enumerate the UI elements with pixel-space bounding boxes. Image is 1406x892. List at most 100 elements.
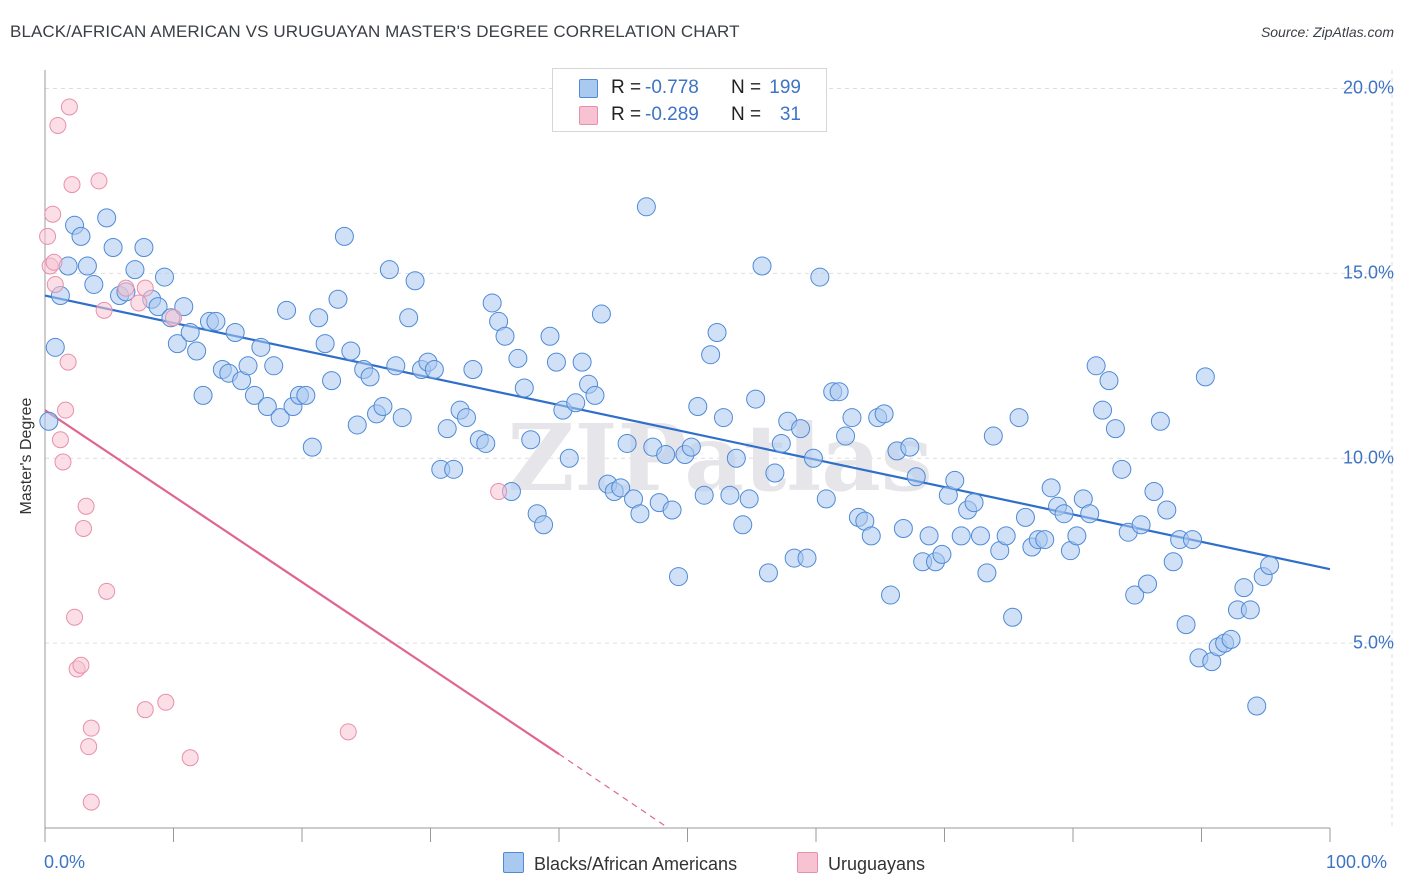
data-point-blacks <box>951 526 971 546</box>
data-point-blacks <box>187 341 207 361</box>
data-point-blacks <box>861 526 881 546</box>
data-point-blacks <box>264 356 284 376</box>
data-point-blacks <box>842 408 862 428</box>
data-point-blacks <box>797 548 817 568</box>
data-point-uruguayans <box>181 749 199 767</box>
data-point-blacks <box>456 408 476 428</box>
y-tick-label: 20.0% <box>1342 77 1394 98</box>
legend-n-value: 199 <box>769 77 801 98</box>
data-point-blacks <box>1150 411 1170 431</box>
bottom-legend-swatch-pink <box>797 852 818 873</box>
data-point-uruguayans <box>39 227 57 245</box>
data-point-blacks <box>964 493 984 513</box>
data-point-blacks <box>463 360 483 380</box>
data-point-uruguayans <box>46 275 64 293</box>
data-point-blacks <box>1240 600 1260 620</box>
stats-legend: R = -0.778 N = 199 R = -0.289 N = 31 <box>552 68 827 132</box>
data-point-blacks <box>681 437 701 457</box>
data-point-blacks <box>688 396 708 416</box>
data-point-blacks <box>1086 356 1106 376</box>
legend-n-value: 31 <box>779 104 801 125</box>
data-point-blacks <box>765 463 785 483</box>
data-point-blacks <box>791 419 811 439</box>
data-point-uruguayans <box>44 205 62 223</box>
data-point-blacks <box>360 367 380 387</box>
data-point-blacks <box>771 433 791 453</box>
data-point-blacks <box>546 352 566 372</box>
data-point-blacks <box>180 323 200 343</box>
data-point-uruguayans <box>59 353 77 371</box>
data-point-uruguayans <box>165 309 182 327</box>
data-point-blacks <box>1138 574 1158 594</box>
data-point-blacks <box>733 515 753 535</box>
data-point-blacks <box>251 337 271 357</box>
data-point-blacks <box>694 485 714 505</box>
data-point-blacks <box>373 396 393 416</box>
bottom-legend-label: Blacks/African Americans <box>534 854 738 874</box>
data-point-blacks <box>1131 515 1151 535</box>
data-point-blacks <box>932 544 952 564</box>
data-point-blacks <box>900 437 920 457</box>
legend-swatch-pink <box>579 106 598 125</box>
data-point-blacks <box>1221 629 1241 649</box>
data-point-uruguayans <box>90 172 108 190</box>
data-point-blacks <box>977 563 997 583</box>
data-point-uruguayans <box>98 582 116 600</box>
data-point-blacks <box>707 323 727 343</box>
legend-swatch-blue <box>579 79 598 98</box>
data-point-blacks <box>829 382 849 402</box>
data-point-blacks <box>347 415 367 435</box>
bottom-legend-uruguayans: Uruguayans <box>797 852 925 875</box>
legend-r-value: -0.778 <box>645 77 699 98</box>
data-point-blacks <box>713 408 733 428</box>
data-point-blacks <box>572 352 592 372</box>
data-point-blacks <box>1183 530 1203 550</box>
data-point-blacks <box>482 293 502 313</box>
data-point-uruguayans <box>117 279 135 297</box>
data-point-blacks <box>1157 500 1177 520</box>
data-point-blacks <box>277 300 297 320</box>
data-point-blacks <box>1247 696 1267 716</box>
data-point-blacks <box>970 526 990 546</box>
data-point-uruguayans <box>51 431 69 449</box>
data-point-blacks <box>1099 371 1119 391</box>
data-point-blacks <box>803 448 823 468</box>
axes <box>44 70 1331 842</box>
data-point-blacks <box>617 433 637 453</box>
data-point-blacks <box>1234 578 1254 598</box>
data-point-blacks <box>1009 408 1029 428</box>
series-blacks-african-americans <box>39 197 1280 716</box>
data-point-blacks <box>893 518 913 538</box>
data-point-blacks <box>424 360 444 380</box>
data-point-blacks <box>758 563 778 583</box>
data-point-blacks <box>328 289 348 309</box>
data-point-uruguayans <box>72 656 90 674</box>
data-point-blacks <box>134 237 154 257</box>
data-point-blacks <box>167 334 187 354</box>
data-point-blacks <box>874 404 894 424</box>
data-point-uruguayans <box>54 453 72 471</box>
data-point-blacks <box>309 308 329 328</box>
data-point-blacks <box>125 260 145 280</box>
trend-line-uruguayans <box>44 409 560 755</box>
data-point-blacks <box>559 448 579 468</box>
data-point-blacks <box>566 393 586 413</box>
data-point-blacks <box>322 371 342 391</box>
data-point-uruguayans <box>136 279 154 297</box>
chart-title: BLACK/AFRICAN AMERICAN VS URUGUAYAN MAST… <box>10 22 740 41</box>
data-point-blacks <box>225 323 245 343</box>
data-point-blacks <box>39 411 59 431</box>
data-point-uruguayans <box>490 483 508 501</box>
data-point-blacks <box>521 430 541 450</box>
data-point-blacks <box>534 515 554 535</box>
data-point-blacks <box>662 500 682 520</box>
data-point-blacks <box>405 271 425 291</box>
data-point-blacks <box>1041 478 1061 498</box>
data-point-blacks <box>97 208 117 228</box>
data-point-blacks <box>739 489 759 509</box>
data-point-blacks <box>816 489 836 509</box>
series-uruguayans <box>39 98 508 811</box>
legend-row-blacks: R = -0.778 N = 199 <box>553 75 826 101</box>
data-point-uruguayans <box>339 723 357 741</box>
legend-n-label: N = <box>731 77 762 98</box>
